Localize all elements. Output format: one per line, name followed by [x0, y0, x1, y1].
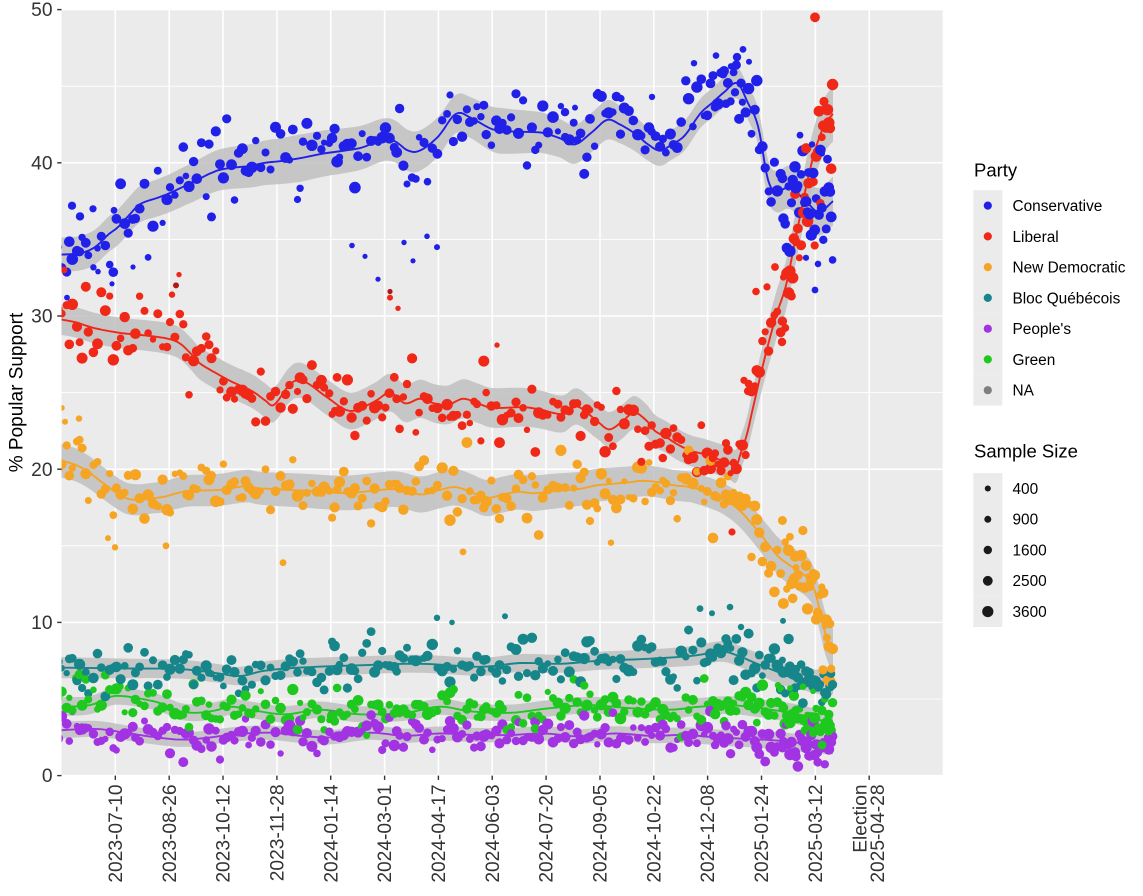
svg-text:10: 10	[31, 613, 52, 634]
svg-text:2024-07-20: 2024-07-20	[537, 785, 558, 883]
svg-text:People's: People's	[1013, 321, 1072, 338]
svg-text:0: 0	[42, 766, 53, 787]
svg-text:2024-04-17: 2024-04-17	[429, 785, 450, 883]
svg-text:2025-04-28: 2025-04-28	[868, 785, 889, 883]
svg-text:20: 20	[31, 460, 52, 481]
svg-text:400: 400	[1013, 481, 1039, 498]
svg-text:Election: Election	[851, 785, 872, 853]
svg-text:1600: 1600	[1013, 542, 1047, 559]
svg-text:2024-03-01: 2024-03-01	[375, 785, 396, 883]
svg-text:2024-12-08: 2024-12-08	[698, 785, 719, 883]
svg-text:3600: 3600	[1013, 604, 1047, 621]
svg-text:NA: NA	[1013, 383, 1035, 400]
svg-text:Green: Green	[1013, 352, 1056, 369]
svg-text:Conservative: Conservative	[1013, 198, 1103, 215]
svg-text:2024-06-03: 2024-06-03	[483, 785, 504, 883]
svg-text:50: 50	[31, 0, 52, 21]
svg-text:40: 40	[31, 153, 52, 174]
svg-text:New Democratic: New Democratic	[1013, 260, 1126, 277]
svg-text:2023-11-28: 2023-11-28	[268, 785, 289, 882]
svg-text:2500: 2500	[1013, 573, 1047, 590]
svg-text:2025-01-24: 2025-01-24	[752, 784, 773, 882]
svg-text:2023-10-12: 2023-10-12	[214, 785, 235, 883]
svg-text:Bloc Québécois: Bloc Québécois	[1013, 290, 1121, 307]
svg-text:Sample Size: Sample Size	[974, 441, 1078, 462]
svg-text:2023-07-10: 2023-07-10	[106, 785, 127, 883]
svg-text:Liberal: Liberal	[1013, 229, 1059, 246]
svg-text:2024-10-22: 2024-10-22	[644, 785, 665, 883]
svg-text:2024-09-05: 2024-09-05	[591, 785, 612, 883]
svg-text:Party: Party	[974, 160, 1018, 181]
svg-text:30: 30	[31, 307, 52, 328]
svg-text:% Popular Support: % Popular Support	[7, 312, 28, 472]
svg-text:900: 900	[1013, 512, 1039, 529]
svg-text:2023-08-26: 2023-08-26	[160, 785, 181, 883]
svg-text:2024-01-14: 2024-01-14	[321, 784, 342, 882]
svg-text:2025-03-12: 2025-03-12	[806, 785, 827, 883]
